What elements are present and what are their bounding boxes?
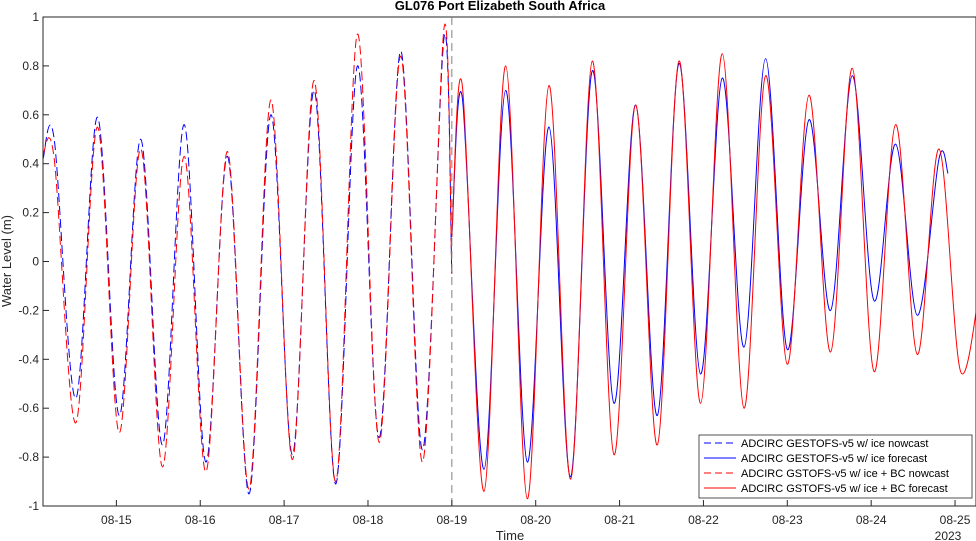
- y-tick-label: 0.2: [22, 206, 39, 220]
- series-line-2: [42, 23, 453, 490]
- series-line-3: [451, 53, 976, 500]
- x-axis-label: Time: [496, 528, 524, 541]
- y-tick-label: -0.8: [18, 450, 39, 464]
- legend-label-gstofs-nowcast: ADCIRC GSTOFS-v5 w/ ice + BC nowcast: [741, 468, 949, 480]
- x-tick-label: 08-20: [520, 513, 551, 527]
- plot-area-frame: [42, 16, 976, 507]
- y-tick-label: -0.4: [18, 352, 39, 366]
- chart-title: GL076 Port Elizabeth South Africa: [395, 0, 606, 13]
- x-tick-label: 08-18: [353, 513, 384, 527]
- y-tick-label: -0.2: [18, 303, 39, 317]
- x-tick-label: 08-22: [688, 513, 719, 527]
- y-tick-label: 0.6: [22, 108, 39, 122]
- x-tick-label: 08-15: [101, 513, 132, 527]
- y-tick-label: -0.6: [18, 401, 39, 415]
- legend-label-gstofs-forecast: ADCIRC GSTOFS-v5 w/ ice + BC forecast: [741, 483, 948, 495]
- x-tick-label: 08-17: [269, 513, 300, 527]
- y-tick-label: 0.8: [22, 59, 39, 73]
- y-axis-ticks: -1 -0.8 -0.6 -0.4 -0.2 0 0.2 0.4 0.6 0.8 1: [18, 10, 49, 513]
- series-line-0: [42, 33, 453, 495]
- legend-box: [698, 434, 973, 499]
- series-line-1: [451, 58, 949, 478]
- x-tick-label: 08-16: [185, 513, 216, 527]
- legend-label-gestofs-forecast: ADCIRC GESTOFS-v5 w/ ice forecast: [741, 453, 927, 465]
- legend: ADCIRC GESTOFS-v5 w/ ice nowcast ADCIRC …: [698, 434, 973, 499]
- x-tick-label: 08-25: [940, 513, 971, 527]
- y-tick-label: 0.4: [22, 157, 39, 171]
- x-tick-label: 08-23: [772, 513, 803, 527]
- x-tick-label: 08-19: [436, 513, 467, 527]
- y-axis-label: Water Level (m): [0, 215, 14, 307]
- y-tick-label: -1: [28, 499, 39, 513]
- legend-label-gestofs-nowcast: ADCIRC GESTOFS-v5 w/ ice nowcast: [741, 438, 928, 450]
- x-tick-label: 08-21: [604, 513, 635, 527]
- year-label: 2023: [935, 529, 962, 541]
- y-tick-label: 1: [32, 10, 39, 24]
- x-tick-label: 08-24: [856, 513, 887, 527]
- y-tick-label: 0: [32, 255, 39, 269]
- plot-lines: [42, 23, 976, 500]
- x-axis-ticks: 08-15 08-16 08-17 08-18 08-19 08-20 08-21 08-22…: [101, 500, 971, 527]
